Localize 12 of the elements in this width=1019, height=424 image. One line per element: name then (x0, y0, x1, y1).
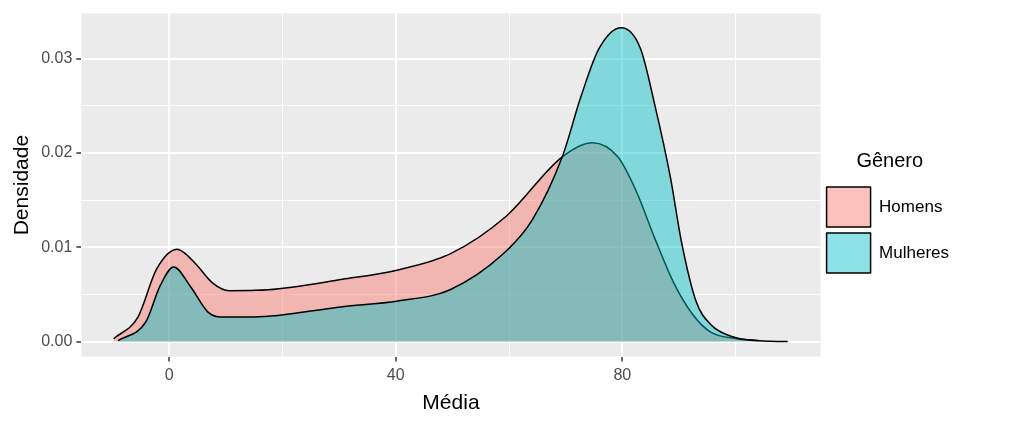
x-axis-title: Média (422, 390, 480, 414)
x-tick-label: 80 (613, 365, 632, 383)
legend-label: Mulheres (879, 242, 949, 262)
legend-label: Homens (879, 196, 943, 216)
y-tick-label: 0.03 (41, 49, 73, 67)
y-tick-label: 0.02 (41, 143, 73, 161)
legend-title: Gênero (856, 148, 924, 171)
y-axis-title: Densidade (9, 134, 33, 236)
y-tick-label: 0.00 (41, 331, 73, 349)
x-tick-label: 40 (386, 365, 405, 383)
x-tick-label: 0 (164, 365, 174, 383)
y-tick-label: 0.01 (41, 237, 73, 255)
